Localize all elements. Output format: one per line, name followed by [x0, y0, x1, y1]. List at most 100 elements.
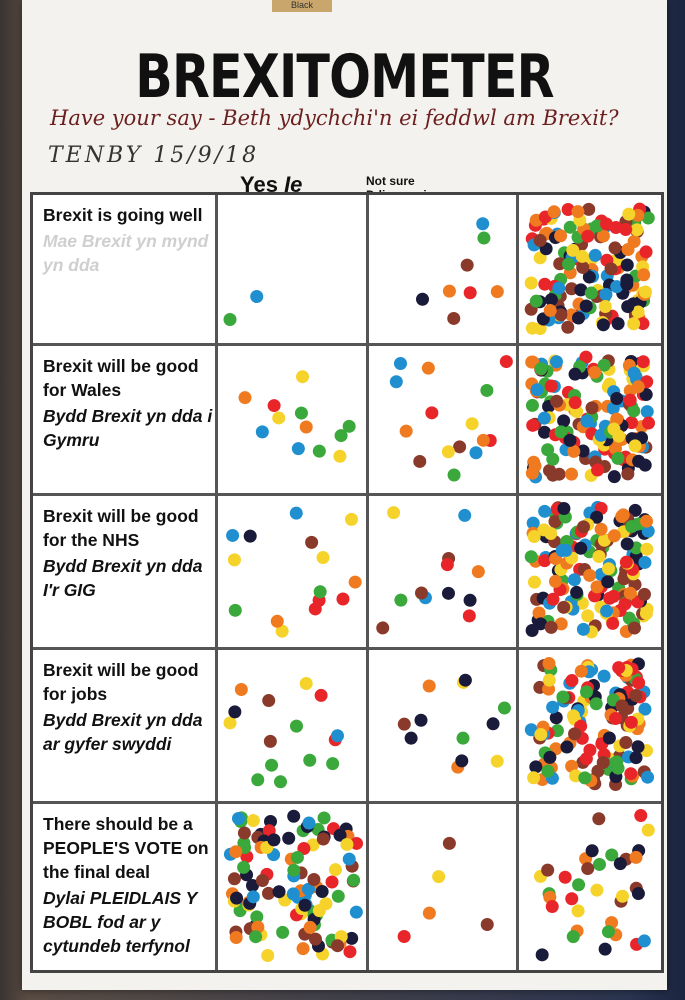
sticker — [533, 233, 547, 247]
sticker — [226, 528, 240, 542]
row-label: There should be a PEOPLE'S VOTE on the f… — [43, 812, 223, 958]
statement-cy: Bydd Brexit yn dda ar gyfer swyddi — [43, 710, 203, 754]
sticker — [499, 355, 513, 369]
sticker — [250, 290, 264, 304]
sticker — [289, 719, 303, 733]
divider — [516, 195, 519, 970]
sticker — [347, 873, 361, 887]
sticker — [249, 930, 263, 944]
sticker — [568, 727, 582, 741]
statement-cy: Bydd Brexit yn dda I'r GIG — [43, 556, 203, 600]
sticker — [440, 558, 454, 572]
sticker — [342, 419, 356, 433]
sticker — [486, 717, 500, 731]
sticker — [543, 303, 557, 317]
sticker — [476, 433, 490, 447]
sticker — [588, 365, 602, 379]
sticker — [636, 355, 650, 369]
sticker — [261, 886, 275, 900]
sticker — [290, 850, 304, 864]
sticker — [544, 379, 558, 393]
sticker — [255, 425, 269, 439]
sticker — [447, 468, 461, 482]
sticker — [581, 609, 595, 623]
sticker — [641, 211, 655, 225]
sticker — [340, 837, 354, 851]
sticker — [640, 514, 654, 528]
sticker — [538, 277, 552, 291]
sticker — [554, 308, 568, 322]
sticker — [590, 883, 604, 897]
sticker — [447, 311, 461, 325]
sticker — [246, 890, 260, 904]
statement-en: Brexit will be good for Wales — [43, 356, 199, 400]
sticker — [296, 370, 310, 384]
sticker — [579, 685, 593, 699]
sticker — [326, 757, 340, 771]
sticker — [476, 217, 490, 231]
sticker — [610, 391, 624, 405]
sticker — [301, 882, 315, 896]
sticker — [639, 245, 653, 259]
sticker — [640, 542, 654, 556]
sticker — [571, 311, 585, 325]
sticker — [389, 375, 403, 389]
statement-cy: Bydd Brexit yn dda i Gymru — [43, 406, 213, 450]
sticker — [490, 754, 504, 768]
sticker — [251, 773, 265, 787]
sticker — [613, 857, 627, 871]
sticker — [584, 286, 598, 300]
sticker — [542, 673, 556, 687]
sticker — [592, 857, 606, 871]
sticker — [455, 754, 469, 768]
sticker — [463, 593, 477, 607]
sticker — [441, 586, 455, 600]
sticker — [458, 508, 472, 522]
sticker — [267, 399, 281, 413]
sticker — [387, 506, 401, 520]
sticker — [555, 544, 569, 558]
sticker — [636, 317, 650, 331]
row-label: Brexit is going well Mae Brexit yn mynd y… — [43, 203, 223, 277]
sticker — [529, 760, 543, 774]
sticker — [612, 661, 626, 675]
sticker — [621, 300, 635, 314]
sticker — [628, 503, 642, 517]
sticker — [631, 380, 645, 394]
sticker — [630, 223, 644, 237]
sticker — [557, 501, 571, 515]
sticker — [560, 740, 574, 754]
sticker — [582, 202, 596, 216]
sticker — [615, 889, 629, 903]
sticker — [497, 701, 511, 715]
statement-cy: Mae Brexit yn mynd yn dda — [43, 231, 209, 275]
sticker — [422, 679, 436, 693]
sticker — [624, 767, 638, 781]
sticker — [317, 811, 331, 825]
sticker — [599, 287, 613, 301]
sticker — [297, 841, 311, 855]
sticker — [421, 361, 435, 375]
sticker — [342, 852, 356, 866]
sticker — [642, 416, 656, 430]
sticker — [568, 367, 582, 381]
sticker — [604, 262, 618, 276]
sticker — [308, 602, 322, 616]
sticker — [641, 770, 655, 784]
sticker — [620, 258, 634, 272]
sticker — [544, 620, 558, 634]
sticker — [432, 870, 446, 884]
row-label: Brexit will be good for the NHS Bydd Brex… — [43, 504, 223, 602]
sticker — [566, 930, 580, 944]
sticker — [640, 405, 654, 419]
sticker — [524, 276, 538, 290]
sticker — [343, 945, 357, 959]
sticker — [567, 573, 581, 587]
sticker — [442, 284, 456, 298]
sticker — [631, 887, 645, 901]
sticker — [616, 508, 630, 522]
sticker — [632, 454, 646, 468]
sticker — [331, 939, 345, 953]
sticker — [620, 277, 634, 291]
sticker — [299, 420, 313, 434]
